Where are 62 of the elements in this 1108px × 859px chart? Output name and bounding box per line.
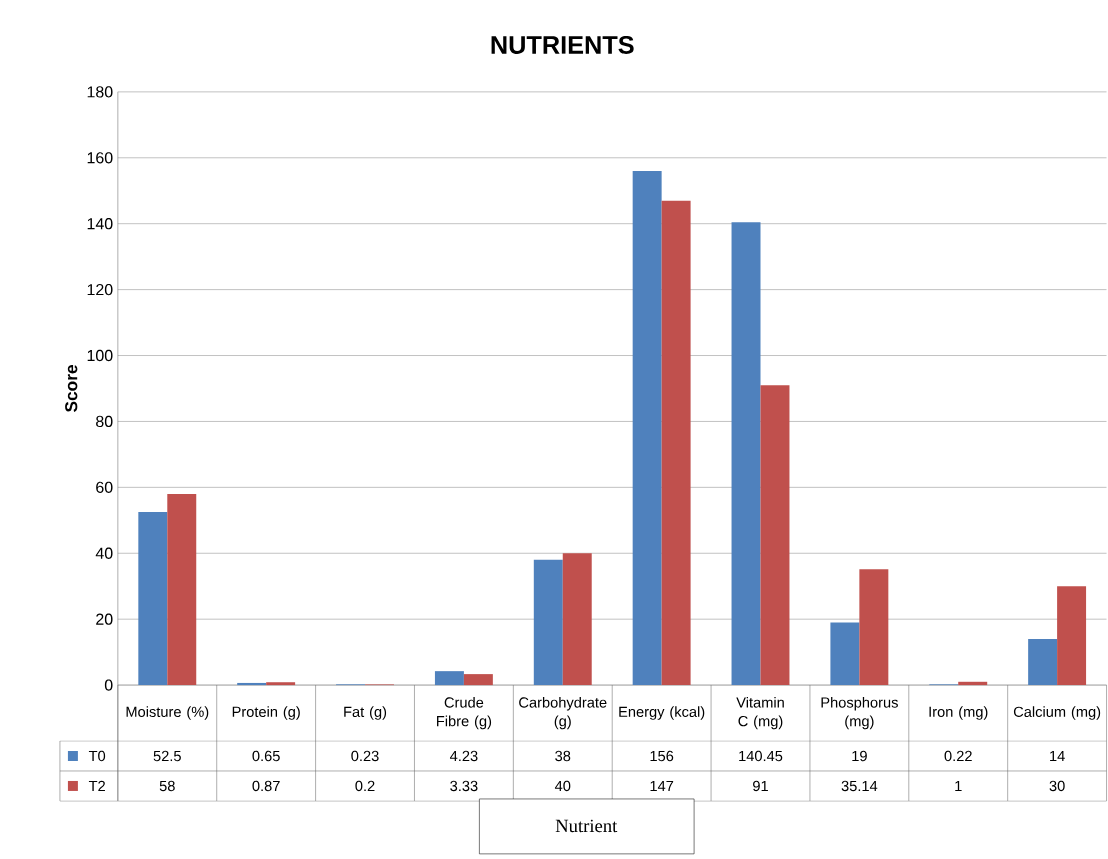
y-tick-label: 140 [87, 218, 113, 230]
data-label: 0.65 [252, 750, 280, 762]
y-tick-label: 100 [87, 349, 113, 362]
y-tick-label: 80 [96, 415, 113, 428]
bar [266, 682, 296, 686]
data-label: 3.33 [450, 780, 478, 792]
x-axis-title: Nutrient [555, 819, 618, 833]
x-tick-label: Energy (kcal) [619, 706, 705, 720]
bar [434, 671, 464, 686]
y-tick-label: 40 [95, 547, 113, 559]
legend-label: T2 [88, 780, 105, 792]
bar [237, 683, 267, 686]
bar [562, 553, 592, 686]
data-label: 1 [955, 780, 962, 792]
y-tick-label: 120 [87, 284, 113, 296]
data-label: 0.87 [252, 780, 280, 792]
y-tick-label: 60 [96, 481, 113, 494]
bar [1057, 586, 1087, 686]
bar [731, 222, 761, 686]
y-tick-label: 20 [96, 613, 113, 625]
y-axis-title: Score [65, 365, 78, 413]
data-label: 0.22 [944, 750, 972, 762]
chart-title: NUTRIENTS [491, 36, 634, 54]
data-label: 52.5 [153, 750, 181, 762]
x-tick-label: Phosphorus (mg) [821, 696, 898, 730]
x-tick-label: Calcium (mg) [1013, 706, 1101, 720]
data-label: 40 [554, 780, 571, 792]
bar [958, 681, 988, 686]
x-tick-label: Moisture (%) [126, 706, 209, 720]
data-label: 156 [650, 750, 674, 762]
bar [661, 200, 691, 686]
data-label: 58 [159, 780, 175, 792]
data-label: 35.14 [841, 780, 878, 792]
x-tick-label: Protein (g) [232, 706, 300, 720]
y-tick-label: 0 [104, 679, 113, 691]
x-tick-label: Vitamin C (mg) [736, 696, 784, 730]
data-label: 14 [1050, 751, 1065, 762]
bar [760, 385, 790, 686]
bar [463, 674, 493, 686]
y-tick-label: 180 [87, 86, 113, 98]
y-tick-label: 160 [87, 152, 113, 164]
x-tick-label: Crude Fibre (g) [437, 696, 492, 730]
bar [533, 559, 563, 686]
data-label: 19 [852, 750, 867, 762]
data-label: 0.23 [351, 750, 379, 762]
data-label: 30 [1049, 780, 1065, 792]
bar [138, 512, 168, 686]
x-tick-label: Fat (g) [344, 706, 387, 720]
data-label: 38 [555, 750, 571, 762]
legend-label: T0 [88, 750, 106, 762]
data-label: 91 [753, 780, 768, 792]
data-label: 140.45 [739, 750, 783, 762]
x-tick-label: Carbohydrate (g) [519, 696, 607, 730]
data-label: 4.23 [449, 750, 478, 762]
bar [859, 569, 889, 686]
x-tick-label: Iron (mg) [929, 706, 988, 720]
bar [1028, 639, 1058, 686]
bar [167, 494, 197, 686]
bar [830, 622, 860, 686]
data-label: 0.2 [355, 780, 375, 792]
data-label: 147 [650, 780, 674, 792]
bar [632, 171, 662, 686]
